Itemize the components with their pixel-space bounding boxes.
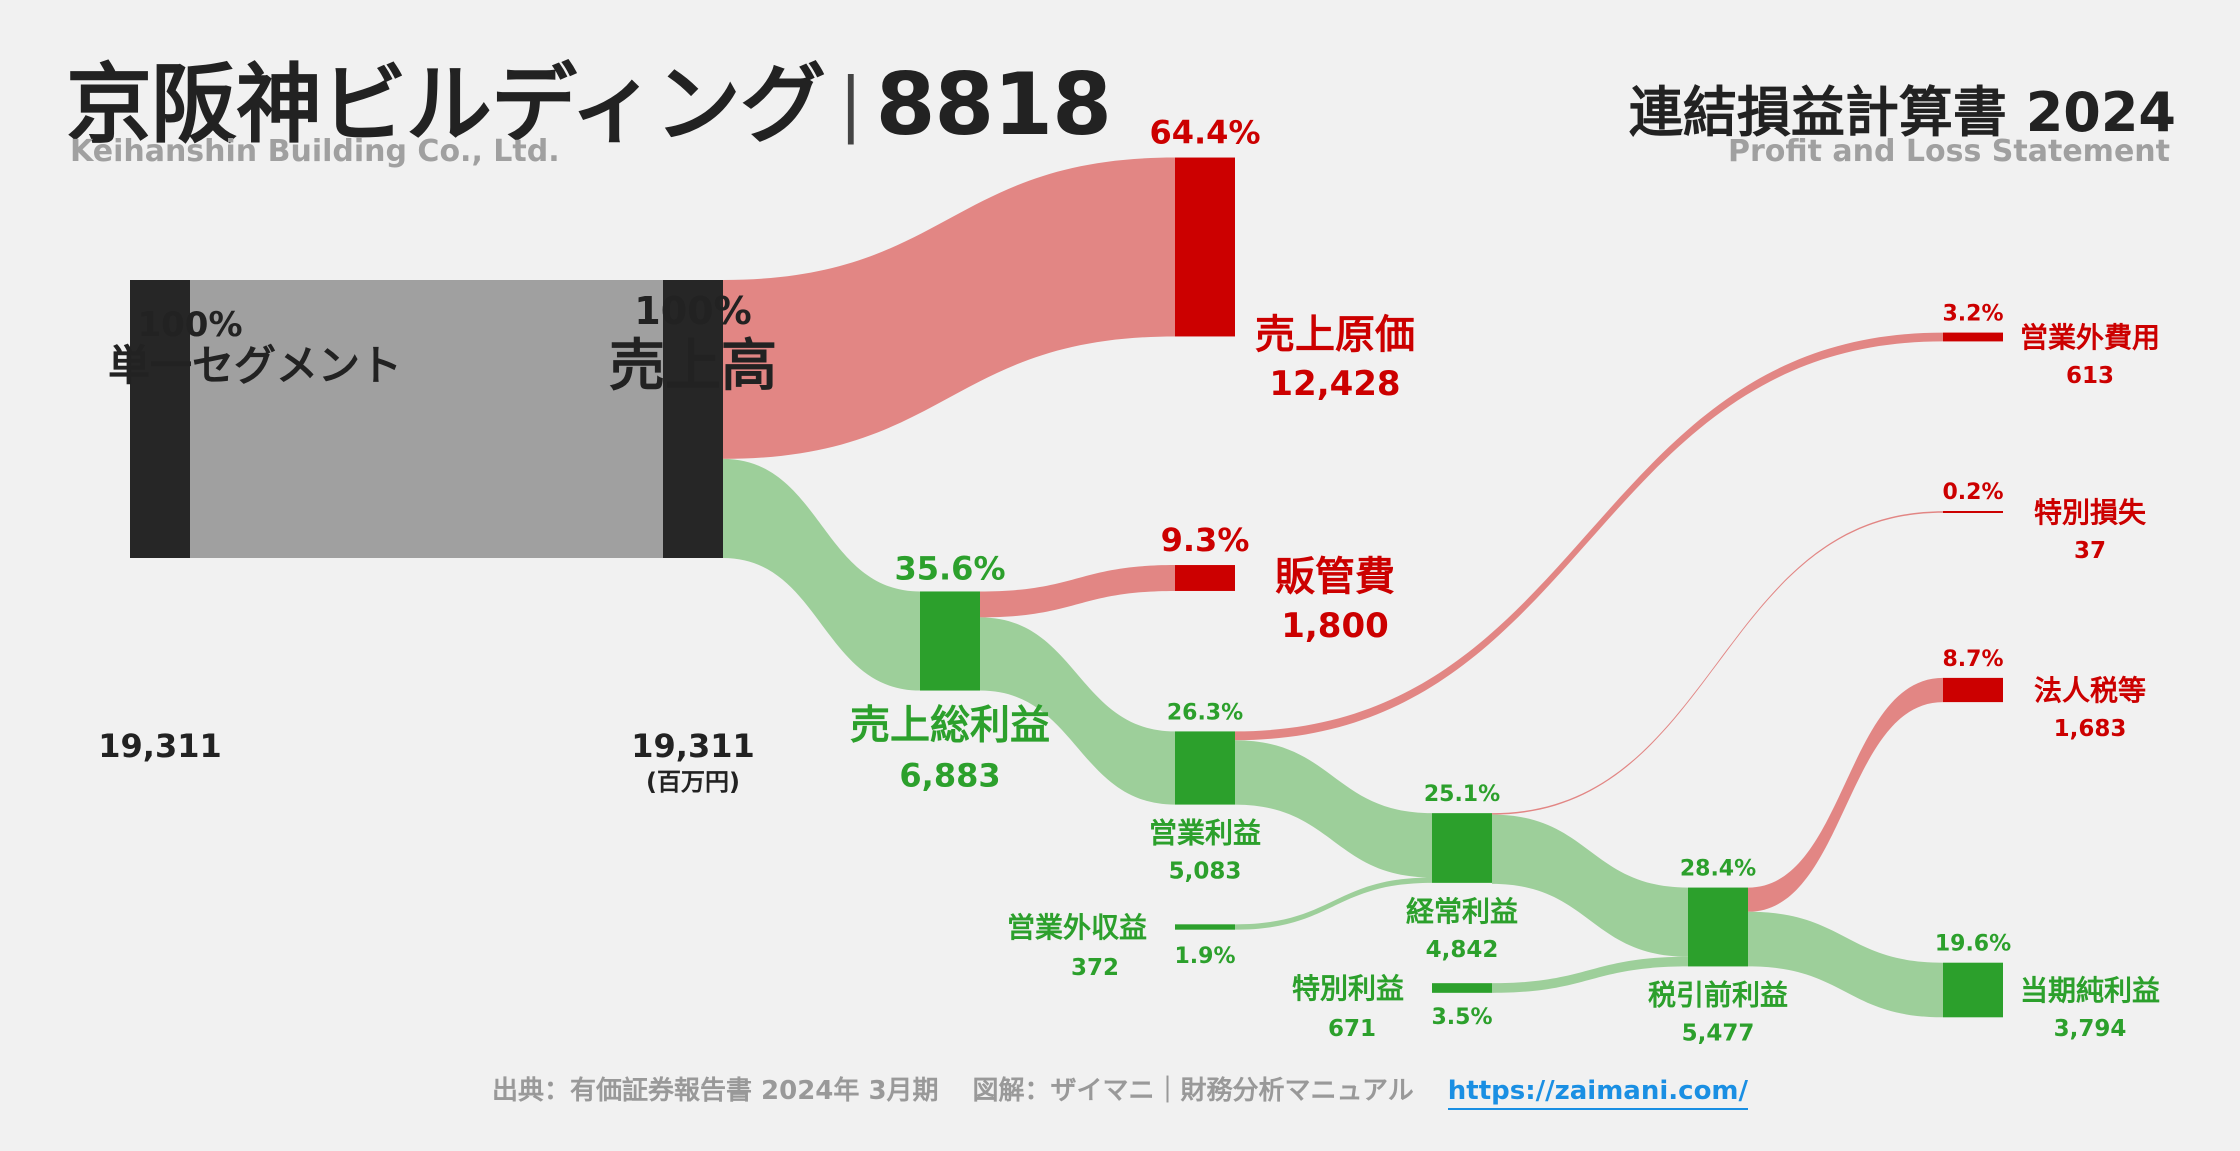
title-separator: | (838, 63, 863, 145)
flow-ordinary-extra_loss (1492, 511, 1943, 815)
value-segment: 19,311 (98, 727, 221, 765)
pct-cogs: 64.4% (1149, 114, 1260, 152)
node-nonop_inc (1175, 924, 1235, 930)
value-gross: 6,883 (899, 757, 1000, 795)
pct-gross: 35.6% (894, 549, 1005, 587)
flow-pretax-tax (1748, 677, 1943, 912)
label-gross: 売上総利益 (850, 703, 1050, 749)
footer: 出典：有価証券報告書 2024年 3月期 図解：ザイマニ｜財務分析マニュアル htt… (0, 1070, 2240, 1110)
value-sga: 1,800 (1281, 606, 1389, 646)
node-operating (1175, 731, 1235, 805)
pct-extra_inc: 3.5% (1431, 1005, 1492, 1030)
node-ordinary (1432, 813, 1492, 883)
flow-operating-ordinary (1235, 740, 1432, 878)
sankey-nodes (130, 157, 2003, 1018)
value-pretax: 5,477 (1682, 1020, 1755, 1046)
pct-nonop_inc: 1.9% (1174, 944, 1235, 969)
pct-net: 19.6% (1935, 932, 2011, 957)
page-title: 京阪神ビルディング | 8818 (66, 34, 1112, 159)
value-revenue: 19,311 (631, 727, 754, 765)
unit-label: (百万円) (646, 768, 740, 796)
flow-nonop_inc-ordinary (1235, 877, 1432, 930)
footer-credit: 図解：ザイマニ｜財務分析マニュアル (972, 1076, 1414, 1106)
value-cogs: 12,428 (1269, 364, 1400, 404)
value-tax: 1,683 (2054, 716, 2127, 742)
sankey-links (190, 157, 1943, 1018)
label-nonop_inc: 営業外収益 (1007, 911, 1147, 944)
node-cogs (1175, 157, 1235, 337)
pct-revenue: 100% (634, 289, 751, 333)
label-sga: 販管費 (1275, 554, 1395, 600)
value-extra_inc: 671 (1328, 1016, 1376, 1042)
pct-ordinary: 25.1% (1424, 782, 1500, 807)
label-operating: 営業利益 (1149, 817, 1261, 850)
stock-code: 8818 (875, 55, 1112, 155)
node-nonop_exp (1943, 332, 2003, 342)
statement-subtitle: Profit and Loss Statement (1727, 134, 2170, 169)
value-nonop_inc: 372 (1071, 955, 1119, 981)
label-nonop_exp: 営業外費用 (2020, 321, 2160, 354)
company-name-en: Keihanshin Building Co., Ltd. (70, 134, 560, 169)
node-tax (1943, 677, 2003, 703)
pct-sga: 9.3% (1161, 521, 1250, 559)
flow-ordinary-pretax (1492, 814, 1688, 957)
flow-gross-operating (980, 617, 1175, 805)
flow-revenue-cogs (723, 157, 1175, 459)
statement-title: 連結損益計算書 2024 (1628, 81, 2176, 144)
flow-gross-sga (980, 565, 1175, 618)
node-net (1943, 962, 2003, 1018)
label-cogs: 売上原価 (1255, 312, 1415, 358)
pct-operating: 26.3% (1167, 700, 1243, 725)
label-pretax: 税引前利益 (1648, 978, 1788, 1011)
pct-nonop_exp: 3.2% (1942, 302, 2003, 327)
node-extra_loss (1943, 511, 2003, 513)
value-ordinary: 4,842 (1426, 937, 1499, 963)
pct-pretax: 28.4% (1680, 857, 1756, 882)
footer-source: 出典：有価証券報告書 2024年 3月期 (491, 1076, 939, 1106)
label-net: 当期純利益 (2020, 974, 2160, 1007)
flow-segment-revenue (190, 280, 663, 558)
node-pretax (1688, 887, 1748, 967)
flow-extra_inc-pretax (1492, 956, 1688, 993)
label-segment: 単一セグメント (108, 341, 402, 390)
flow-pretax-net (1748, 911, 1943, 1018)
node-revenue (663, 280, 723, 558)
node-sga (1175, 565, 1235, 591)
flow-operating-nonop_exp (1235, 332, 1943, 741)
pct-segment: 100% (137, 305, 242, 345)
label-revenue: 売上高 (609, 334, 777, 399)
label-extra_inc: 特別利益 (1292, 972, 1404, 1005)
label-tax: 法人税等 (2034, 674, 2146, 707)
label-extra_loss: 特別損失 (2034, 496, 2147, 529)
node-extra_inc (1432, 983, 1492, 993)
sankey-labels: 100%単一セグメント19,311100%売上高19,311(百万円)64.4%… (98, 114, 2160, 1047)
value-extra_loss: 37 (2074, 538, 2106, 564)
node-gross (920, 591, 980, 691)
node-segment (130, 280, 190, 558)
value-net: 3,794 (2054, 1016, 2127, 1042)
company-name: 京阪神ビルディング (66, 55, 826, 155)
footer-link[interactable]: https://zaimani.com/ (1447, 1076, 1749, 1110)
label-ordinary: 経常利益 (1406, 895, 1518, 928)
value-nonop_exp: 613 (2066, 363, 2114, 389)
pct-extra_loss: 0.2% (1942, 480, 2003, 505)
value-operating: 5,083 (1169, 859, 1242, 885)
flow-revenue-gross (723, 458, 920, 691)
pct-tax: 8.7% (1942, 647, 2003, 672)
